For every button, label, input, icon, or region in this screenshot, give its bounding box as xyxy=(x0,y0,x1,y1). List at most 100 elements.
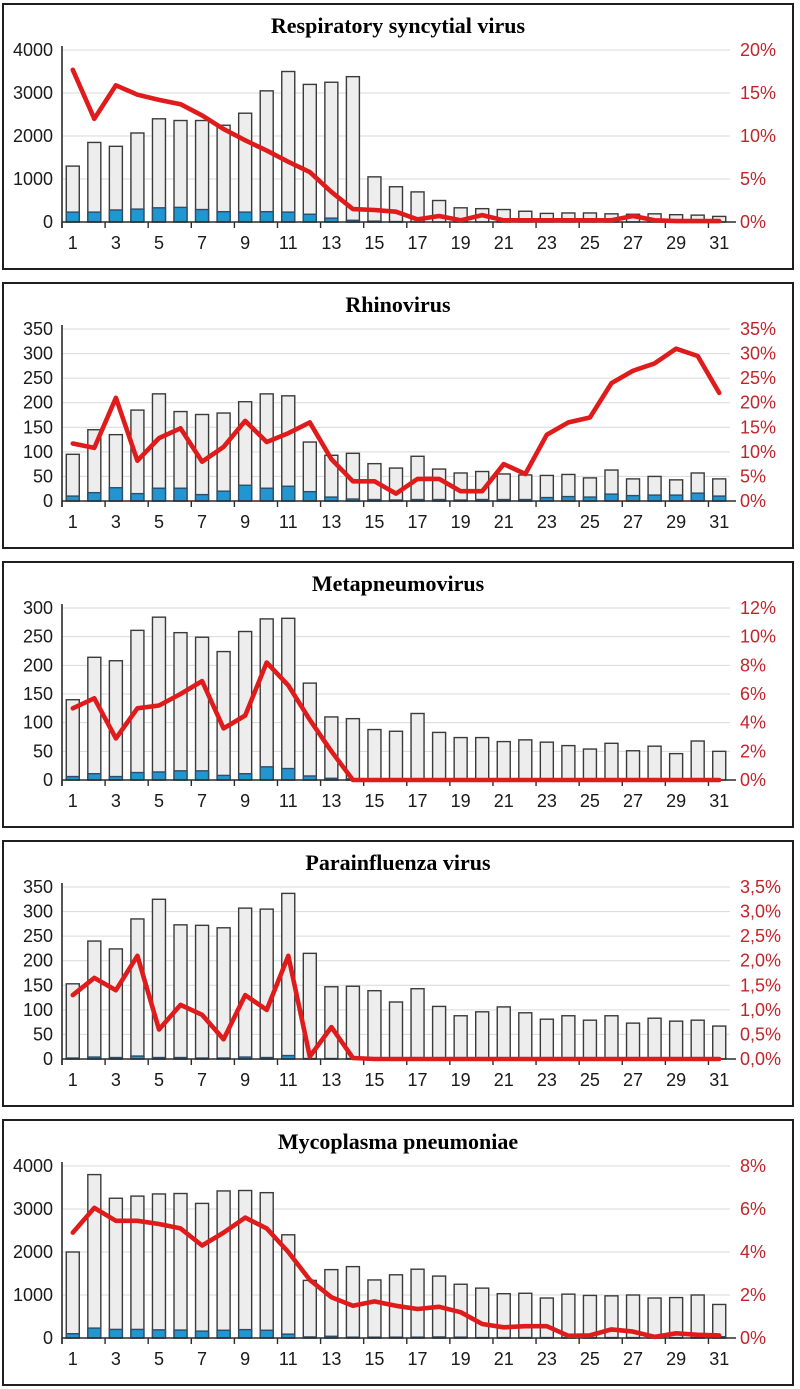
samples-tested-bar xyxy=(476,1288,489,1338)
x-axis-category-label: 3 xyxy=(111,791,121,811)
x-axis-category-label: 23 xyxy=(537,791,557,811)
x-axis-category-label: 25 xyxy=(580,233,600,253)
x-axis-category-label: 1 xyxy=(68,512,78,532)
samples-tested-bar xyxy=(109,949,122,1059)
samples-tested-bar xyxy=(88,657,101,780)
samples-tested-bar xyxy=(131,919,144,1059)
samples-tested-bar xyxy=(713,751,726,780)
samples-tested-bar xyxy=(433,732,446,780)
samples-tested-bar xyxy=(562,1016,575,1059)
samples-tested-bar xyxy=(691,741,704,780)
x-axis-category-label: 27 xyxy=(623,233,643,253)
left-axis-tick-label: 200 xyxy=(23,951,53,971)
samples-tested-bar xyxy=(540,742,553,780)
x-axis-category-label: 5 xyxy=(154,791,164,811)
x-axis-category-label: 31 xyxy=(709,512,729,532)
samples-tested-bar xyxy=(454,738,467,780)
x-axis-category-label: 11 xyxy=(279,233,298,253)
left-axis-tick-label: 50 xyxy=(33,466,53,486)
x-axis-category-label: 1 xyxy=(68,1349,78,1369)
left-axis-tick-label: 250 xyxy=(23,368,53,388)
x-axis-category-label: 9 xyxy=(240,1070,250,1090)
x-axis-category-label: 3 xyxy=(111,512,121,532)
left-axis-tick-label: 4000 xyxy=(13,42,53,60)
right-axis-tick-label: 10% xyxy=(740,627,776,647)
x-axis-category-label: 3 xyxy=(111,233,121,253)
x-axis-category-label: 25 xyxy=(580,791,600,811)
samples-positive-bar xyxy=(239,212,252,222)
left-axis-tick-label: 100 xyxy=(23,713,53,733)
right-axis-tick-label: 0,5% xyxy=(740,1024,781,1044)
samples-positive-bar xyxy=(282,486,295,501)
x-axis-category-label: 31 xyxy=(709,1070,729,1090)
samples-tested-bar xyxy=(713,1026,726,1059)
x-axis-category-label: 13 xyxy=(321,233,341,253)
samples-positive-bar xyxy=(239,1330,252,1338)
x-axis-category-label: 17 xyxy=(408,1349,428,1369)
samples-positive-bar xyxy=(131,773,144,780)
samples-positive-bar xyxy=(303,492,316,501)
samples-positive-bar xyxy=(152,772,165,780)
samples-positive-bar xyxy=(217,212,230,222)
x-axis-category-label: 15 xyxy=(364,1349,384,1369)
x-axis-category-label: 27 xyxy=(623,512,643,532)
x-axis-category-label: 7 xyxy=(197,233,207,253)
right-axis-tick-label: 6% xyxy=(740,684,766,704)
left-axis-tick-label: 4000 xyxy=(13,1158,53,1176)
samples-positive-bar xyxy=(109,488,122,501)
samples-positive-bar xyxy=(196,771,209,780)
samples-tested-bar xyxy=(239,1191,252,1338)
right-axis-tick-label: 10% xyxy=(740,126,776,146)
left-axis-tick-label: 100 xyxy=(23,442,53,462)
right-axis-tick-label: 0,0% xyxy=(740,1049,781,1069)
x-axis-category-label: 11 xyxy=(279,1349,298,1369)
x-axis-category-label: 1 xyxy=(68,233,78,253)
x-axis-category-label: 9 xyxy=(240,791,250,811)
samples-tested-bar xyxy=(368,1280,381,1338)
x-axis-category-label: 29 xyxy=(666,1349,686,1369)
x-axis-category-label: 21 xyxy=(494,1349,514,1369)
parainfluenza-combo-chart: 0501001502002503003500,0%0,5%1,0%1,5%2,0… xyxy=(4,879,792,1105)
samples-positive-bar xyxy=(152,1330,165,1338)
samples-tested-bar xyxy=(519,475,532,501)
x-axis-category-label: 27 xyxy=(623,791,643,811)
samples-positive-bar xyxy=(174,771,187,780)
right-axis-tick-label: 0% xyxy=(740,491,766,511)
samples-tested-bar xyxy=(454,1016,467,1059)
right-axis-tick-label: 4% xyxy=(740,713,766,733)
x-axis-category-label: 15 xyxy=(364,791,384,811)
samples-tested-bar xyxy=(346,77,359,222)
samples-positive-bar xyxy=(239,774,252,780)
samples-tested-bar xyxy=(325,1270,338,1338)
left-axis-tick-label: 150 xyxy=(23,684,53,704)
x-axis-category-label: 31 xyxy=(709,233,729,253)
x-axis-category-label: 29 xyxy=(666,1070,686,1090)
left-axis-tick-label: 1000 xyxy=(13,1285,53,1305)
chart-title: Rhinovirus xyxy=(4,284,792,321)
right-axis-tick-label: 2,0% xyxy=(740,951,781,971)
left-axis-tick-label: 250 xyxy=(23,627,53,647)
x-axis-category-label: 5 xyxy=(154,1349,164,1369)
x-axis-category-label: 7 xyxy=(197,1070,207,1090)
samples-tested-bar xyxy=(648,746,661,780)
samples-tested-bar xyxy=(411,989,424,1059)
left-axis-tick-label: 50 xyxy=(33,1024,53,1044)
rhinovirus-combo-chart: 0501001502002503003500%5%10%15%20%25%30%… xyxy=(4,321,792,547)
samples-positive-bar xyxy=(605,494,618,501)
left-axis-tick-label: 200 xyxy=(23,655,53,675)
x-axis-category-label: 25 xyxy=(580,1349,600,1369)
samples-tested-bar xyxy=(691,1295,704,1338)
x-axis-category-label: 17 xyxy=(408,233,428,253)
samples-tested-bar xyxy=(433,1006,446,1059)
x-axis-category-label: 3 xyxy=(111,1070,121,1090)
samples-tested-bar xyxy=(88,941,101,1059)
samples-tested-bar xyxy=(239,113,252,222)
samples-tested-bar xyxy=(282,72,295,223)
x-axis-category-label: 15 xyxy=(364,512,384,532)
samples-tested-bar xyxy=(411,713,424,780)
samples-tested-bar xyxy=(152,119,165,222)
samples-positive-bar xyxy=(282,212,295,222)
